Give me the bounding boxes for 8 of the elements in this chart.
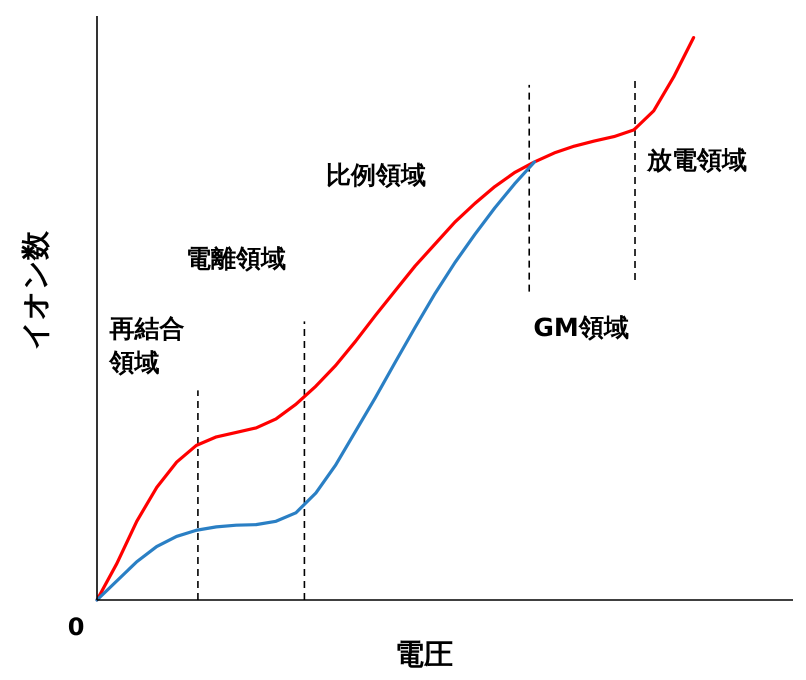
annotation: 電離領域 (186, 244, 286, 274)
x-axis-title: 電圧 (395, 637, 454, 671)
annotation: 再結合領域 (108, 314, 185, 377)
annotation: GM領域 (533, 313, 629, 342)
y-axis-title: イオン数 (18, 230, 52, 350)
annotation: 放電領域 (646, 145, 747, 174)
text: 0 (68, 613, 84, 642)
annotation: 比例領域 (326, 160, 426, 190)
